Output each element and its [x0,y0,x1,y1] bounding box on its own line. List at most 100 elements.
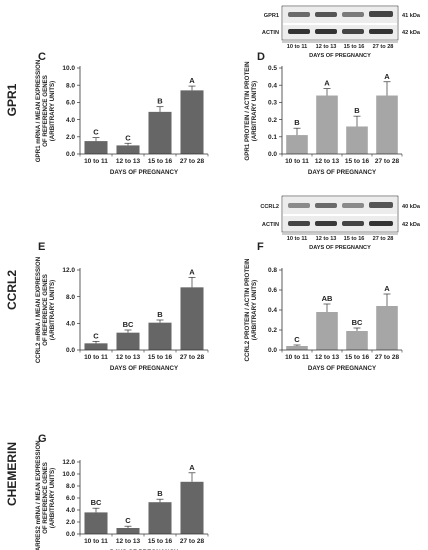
x-tick-label: 15 to 16 [345,354,370,361]
bar-chart-gpr1-protein: 0.0 0.1 0.2 0.3 0.4 0.5 B 10 to 11 A 12 to 13 B 15 … [244,61,403,176]
significance-letter: C [93,128,99,137]
bar [180,90,204,154]
y-tick-label: 0.3 [268,100,277,107]
y-axis-title-line: RARRES2 mRNA / MEAN EXPRESSION [35,440,42,550]
y-tick-label: 8.0 [66,294,75,301]
blot-band [369,29,393,34]
bar [84,343,108,350]
bar [84,141,108,154]
x-tick-label: 27 to 28 [375,158,400,165]
blot-lane-label: 15 to 16 [344,236,365,242]
bar-chart-ccrl2-protein: 0.0 0.2 0.4 0.6 0.8 C 10 to 11 AB 12 to 13 BC 15 t… [244,258,403,372]
blot-lane-label: 10 to 11 [287,236,308,242]
x-tick-label: 10 to 11 [285,158,309,165]
blot-protein-label: CCRL2 [260,204,279,210]
blot-lane-label: 12 to 13 [316,236,337,242]
significance-letter: BC [91,498,102,507]
panel-letter-c: C [38,51,46,63]
blot-lane-label: 27 to 28 [373,236,394,242]
x-axis-title: DAYS OF PREGNANCY [110,365,179,372]
y-tick-label: 4.0 [66,321,75,328]
bar [148,502,172,534]
significance-letter: BC [352,318,363,327]
x-tick-label: 12 to 13 [315,354,340,361]
y-axis-title-line: (ARBITRARY UNITS) [49,280,56,341]
y-tick-label: 0.0 [66,531,75,538]
blot-band-strip [283,25,397,39]
bar-chart-gpr1-mrna: 0.0 2.0 4.0 6.0 8.0 10.0 C 10 to 11 C 12 to 13 B 15… [35,59,209,176]
y-tick-label: 0.8 [268,267,277,274]
bar [180,287,204,350]
x-tick-label: 12 to 13 [116,538,141,545]
panel-letter-d: D [257,51,265,63]
y-tick-label: 0.5 [268,65,277,72]
blot-band [315,203,337,208]
x-tick-label: 10 to 11 [285,354,309,361]
y-tick-label: 12.0 [62,267,75,274]
x-axis-title: DAYS OF PREGNANCY [110,169,179,176]
x-tick-label: 15 to 16 [345,158,370,165]
significance-letter: A [189,76,195,85]
blot-lane-label: 12 to 13 [316,44,337,50]
blot-band [342,12,364,17]
significance-letter: A [189,463,195,472]
x-tick-label: 12 to 13 [116,354,141,361]
bar [346,126,368,154]
y-axis-title-line: (ARBITRARY UNITS) [251,81,258,142]
blot-band [342,203,364,208]
row-label-ccrl2: CCRL2 [5,270,19,310]
significance-letter: A [324,79,330,88]
blot-band [288,12,310,17]
x-tick-label: 27 to 28 [180,354,205,361]
blot-xlabel: DAYS OF PREGNANCY [309,53,371,59]
blot-band-strip [283,216,397,231]
blot-band [315,29,337,34]
blot-lane-label: 15 to 16 [344,44,365,50]
x-axis-title: DAYS OF PREGNANCY [308,365,377,372]
y-axis-title-line: GPR1 mRNA / MEAN EXPRESSION [35,59,42,162]
x-tick-label: 12 to 13 [315,158,340,165]
blot-control-kda: 42 kDa [402,30,421,36]
significance-letter: B [157,97,163,106]
panel-letter-f: F [257,241,264,253]
bar-chart-ccrl2-mrna: 0.0 4.0 8.0 12.0 C 10 to 11 BC 12 to 13 B 15 to 1… [35,256,209,372]
blot-protein-label: GPR1 [264,13,279,19]
significance-letter: A [384,72,390,81]
y-tick-label: 0.0 [268,347,277,354]
x-tick-label: 15 to 16 [148,538,173,545]
x-axis-title: DAYS OF PREGNANCY [308,169,377,176]
y-axis-title-line: (ARBITRARY UNITS) [49,81,56,142]
blot-protein-kda: 40 kDa [402,204,421,210]
bar [286,346,308,350]
x-tick-label: 10 to 11 [84,354,108,361]
y-axis-title-line: CCRL2 mRNA / MEAN EXPRESSION [35,256,42,363]
y-tick-label: 0.1 [268,134,277,141]
blot-band [369,221,393,226]
y-tick-label: 0.6 [268,287,277,294]
blot-band-strip [283,197,397,214]
blot-band [369,202,393,208]
y-axis-title-line: OF REFERENCE GENES [42,75,49,147]
blot-control-label: ACTIN [262,30,279,36]
significance-letter: C [125,516,131,525]
significance-letter: B [157,489,163,498]
x-tick-label: 15 to 16 [148,354,173,361]
x-tick-label: 27 to 28 [375,354,400,361]
blot-band-strip [283,7,397,23]
blot-band [315,12,337,17]
blot-band [288,221,310,226]
y-tick-label: 0.2 [268,327,277,334]
blot-band [288,29,310,34]
x-tick-label: 27 to 28 [180,538,205,545]
bar [316,312,338,350]
panel-letter-e: E [38,241,45,253]
western-blot-gpr1: GPR1 ACTIN 41 kDa 42 kDa 10 to 11 12 to … [262,5,421,59]
x-tick-label: 10 to 11 [84,538,108,545]
y-tick-label: 2.0 [66,519,75,526]
significance-letter: AB [322,294,333,303]
blot-band [315,221,337,226]
x-tick-label: 12 to 13 [116,158,141,165]
y-tick-label: 0.4 [268,307,277,314]
x-tick-label: 27 to 28 [180,158,205,165]
bar [148,111,172,154]
